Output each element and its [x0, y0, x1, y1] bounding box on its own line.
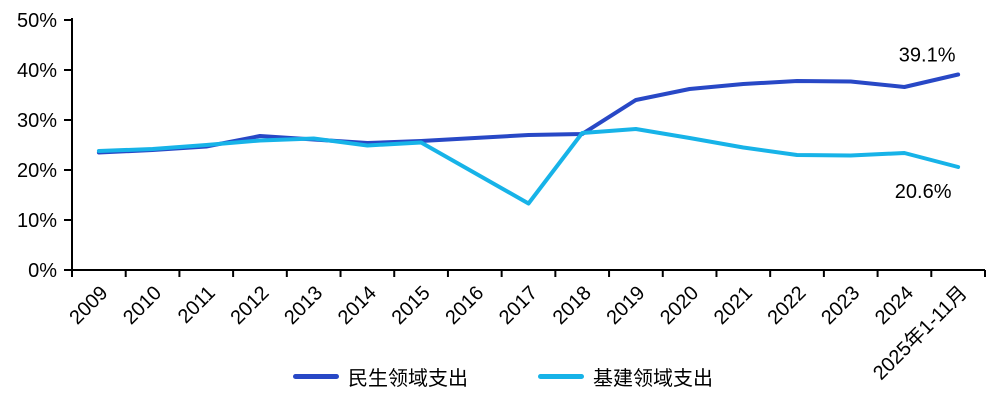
chart-legend: 民生领域支出 基建领域支出	[0, 362, 1006, 391]
x-axis-label: 2020	[656, 282, 703, 329]
legend-item-minsheng: 民生领域支出	[293, 362, 468, 391]
data-label: 39.1%	[899, 45, 956, 67]
legend-line-swatch	[538, 374, 584, 379]
legend-label: 民生领域支出	[348, 368, 468, 390]
y-axis-label: 20%	[17, 160, 57, 182]
x-axis-label: 2024	[871, 282, 918, 329]
series-line-minsheng	[96, 72, 961, 155]
y-axis-label: 40%	[17, 60, 57, 82]
x-axis-label: 2019	[602, 282, 649, 329]
legend-label: 基建领域支出	[593, 368, 713, 390]
x-axis-label: 2011	[174, 282, 220, 328]
y-axis-label: 0%	[28, 260, 57, 282]
y-axis-label: 10%	[17, 210, 57, 232]
legend-item-jijian: 基建领域支出	[538, 362, 713, 391]
x-axis-label: 2015	[388, 282, 435, 329]
x-axis-label: 2009	[65, 282, 112, 329]
x-axis-label: 2022	[764, 282, 811, 329]
series-line-jijian	[96, 127, 961, 206]
y-axis-label: 50%	[17, 10, 57, 32]
x-axis-label: 2021	[710, 282, 757, 329]
x-axis-label: 2010	[119, 282, 166, 329]
legend-line-swatch	[293, 374, 339, 379]
x-axis-label: 2016	[441, 282, 488, 329]
x-axis-label: 2014	[334, 282, 381, 329]
x-axis-label: 2013	[280, 282, 327, 329]
x-axis-label: 2017	[495, 282, 542, 329]
y-axis-label: 30%	[17, 110, 57, 132]
x-axis-label: 2018	[549, 282, 596, 329]
x-axis-label: 2023	[817, 282, 864, 329]
x-axis-label: 2012	[226, 282, 273, 329]
data-label: 20.6%	[895, 181, 952, 203]
